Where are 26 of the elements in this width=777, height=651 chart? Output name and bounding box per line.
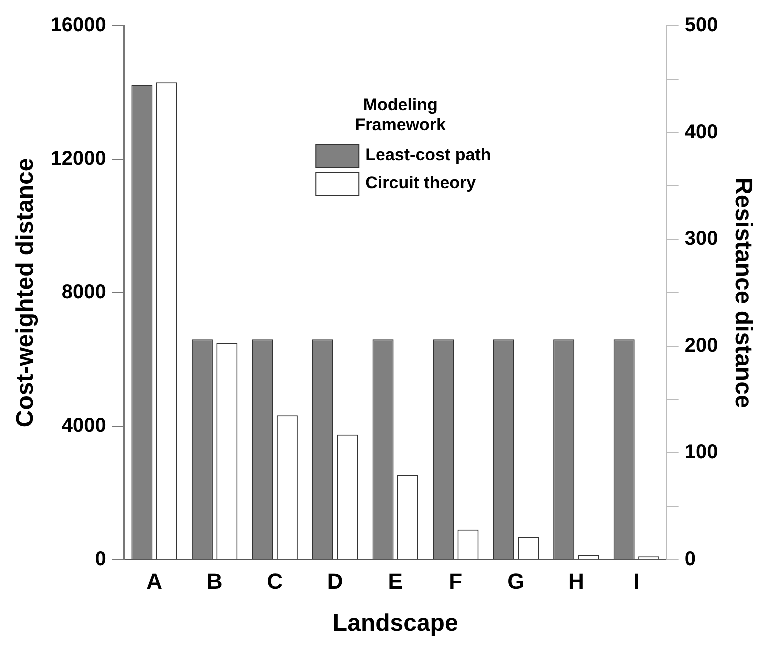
y-tick-label: 0 (95, 548, 106, 570)
x-tick-label: B (206, 569, 223, 594)
y-tick-label: 4000 (62, 414, 106, 437)
y-tick-label: 12000 (50, 148, 106, 170)
x-tick-label: D (327, 569, 344, 594)
y2-axis-title: Resistance distance (730, 178, 757, 408)
y-tick-label: 8000 (62, 281, 106, 304)
legend-title: Modeling Framework (355, 96, 447, 135)
x-axis-title: Landscape (332, 610, 458, 638)
legend-label: Least-cost path (366, 146, 492, 165)
x-tick-label: C (267, 569, 284, 594)
y2-tick-label: 100 (684, 442, 718, 464)
y-axis-title: Cost-weighted distance (12, 158, 40, 428)
y2-tick-label: 300 (684, 228, 718, 250)
y2-tick-label: 0 (684, 548, 696, 570)
x-tick-label: I (634, 569, 640, 594)
x-tick-label: H (568, 569, 584, 594)
x-tick-label: F (449, 569, 463, 594)
x-tick-label: G (508, 569, 525, 594)
y2-tick-label: 200 (684, 334, 718, 357)
legend-label: Circuit theory (366, 174, 477, 193)
x-tick-label: A (146, 569, 163, 594)
y2-tick-label: 500 (684, 14, 718, 37)
y2-tick-label: 400 (684, 121, 718, 144)
y-tick-label: 16000 (50, 14, 106, 37)
x-tick-label: E (388, 569, 403, 594)
